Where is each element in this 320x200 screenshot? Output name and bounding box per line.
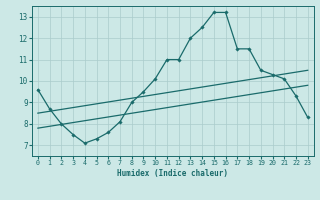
X-axis label: Humidex (Indice chaleur): Humidex (Indice chaleur) [117, 169, 228, 178]
